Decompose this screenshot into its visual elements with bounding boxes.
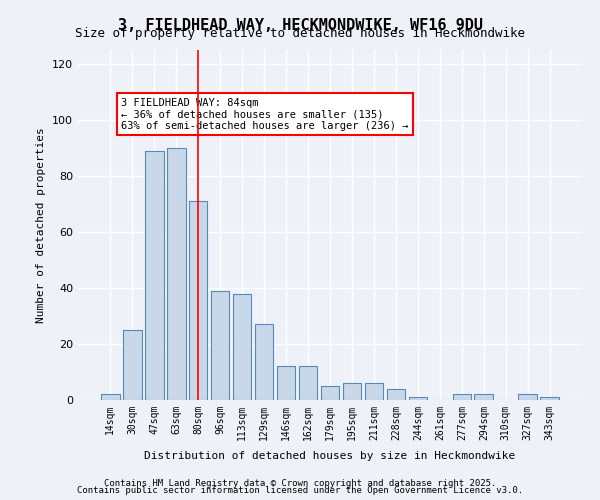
Text: 3, FIELDHEAD WAY, HECKMONDWIKE, WF16 9DU: 3, FIELDHEAD WAY, HECKMONDWIKE, WF16 9DU [118,18,482,32]
Bar [211,291,229,400]
Bar [409,397,427,400]
Bar [365,383,383,400]
Bar [320,386,340,400]
Bar [233,294,251,400]
Bar [541,397,559,400]
Text: Contains public sector information licensed under the Open Government Licence v3: Contains public sector information licen… [77,486,523,495]
Text: Size of property relative to detached houses in Heckmondwike: Size of property relative to detached ho… [75,28,525,40]
X-axis label: Distribution of detached houses by size in Heckmondwike: Distribution of detached houses by size … [145,451,515,461]
Bar [167,148,185,400]
Bar [189,201,208,400]
Bar [101,394,119,400]
Bar [475,394,493,400]
Text: 3 FIELDHEAD WAY: 84sqm
← 36% of detached houses are smaller (135)
63% of semi-de: 3 FIELDHEAD WAY: 84sqm ← 36% of detached… [121,98,409,131]
Bar [123,330,142,400]
Bar [299,366,317,400]
Text: Contains HM Land Registry data © Crown copyright and database right 2025.: Contains HM Land Registry data © Crown c… [104,478,496,488]
Bar [255,324,274,400]
Bar [343,383,361,400]
Bar [386,389,405,400]
Bar [518,394,537,400]
Y-axis label: Number of detached properties: Number of detached properties [37,127,46,323]
Bar [145,151,164,400]
Bar [277,366,295,400]
Bar [452,394,471,400]
